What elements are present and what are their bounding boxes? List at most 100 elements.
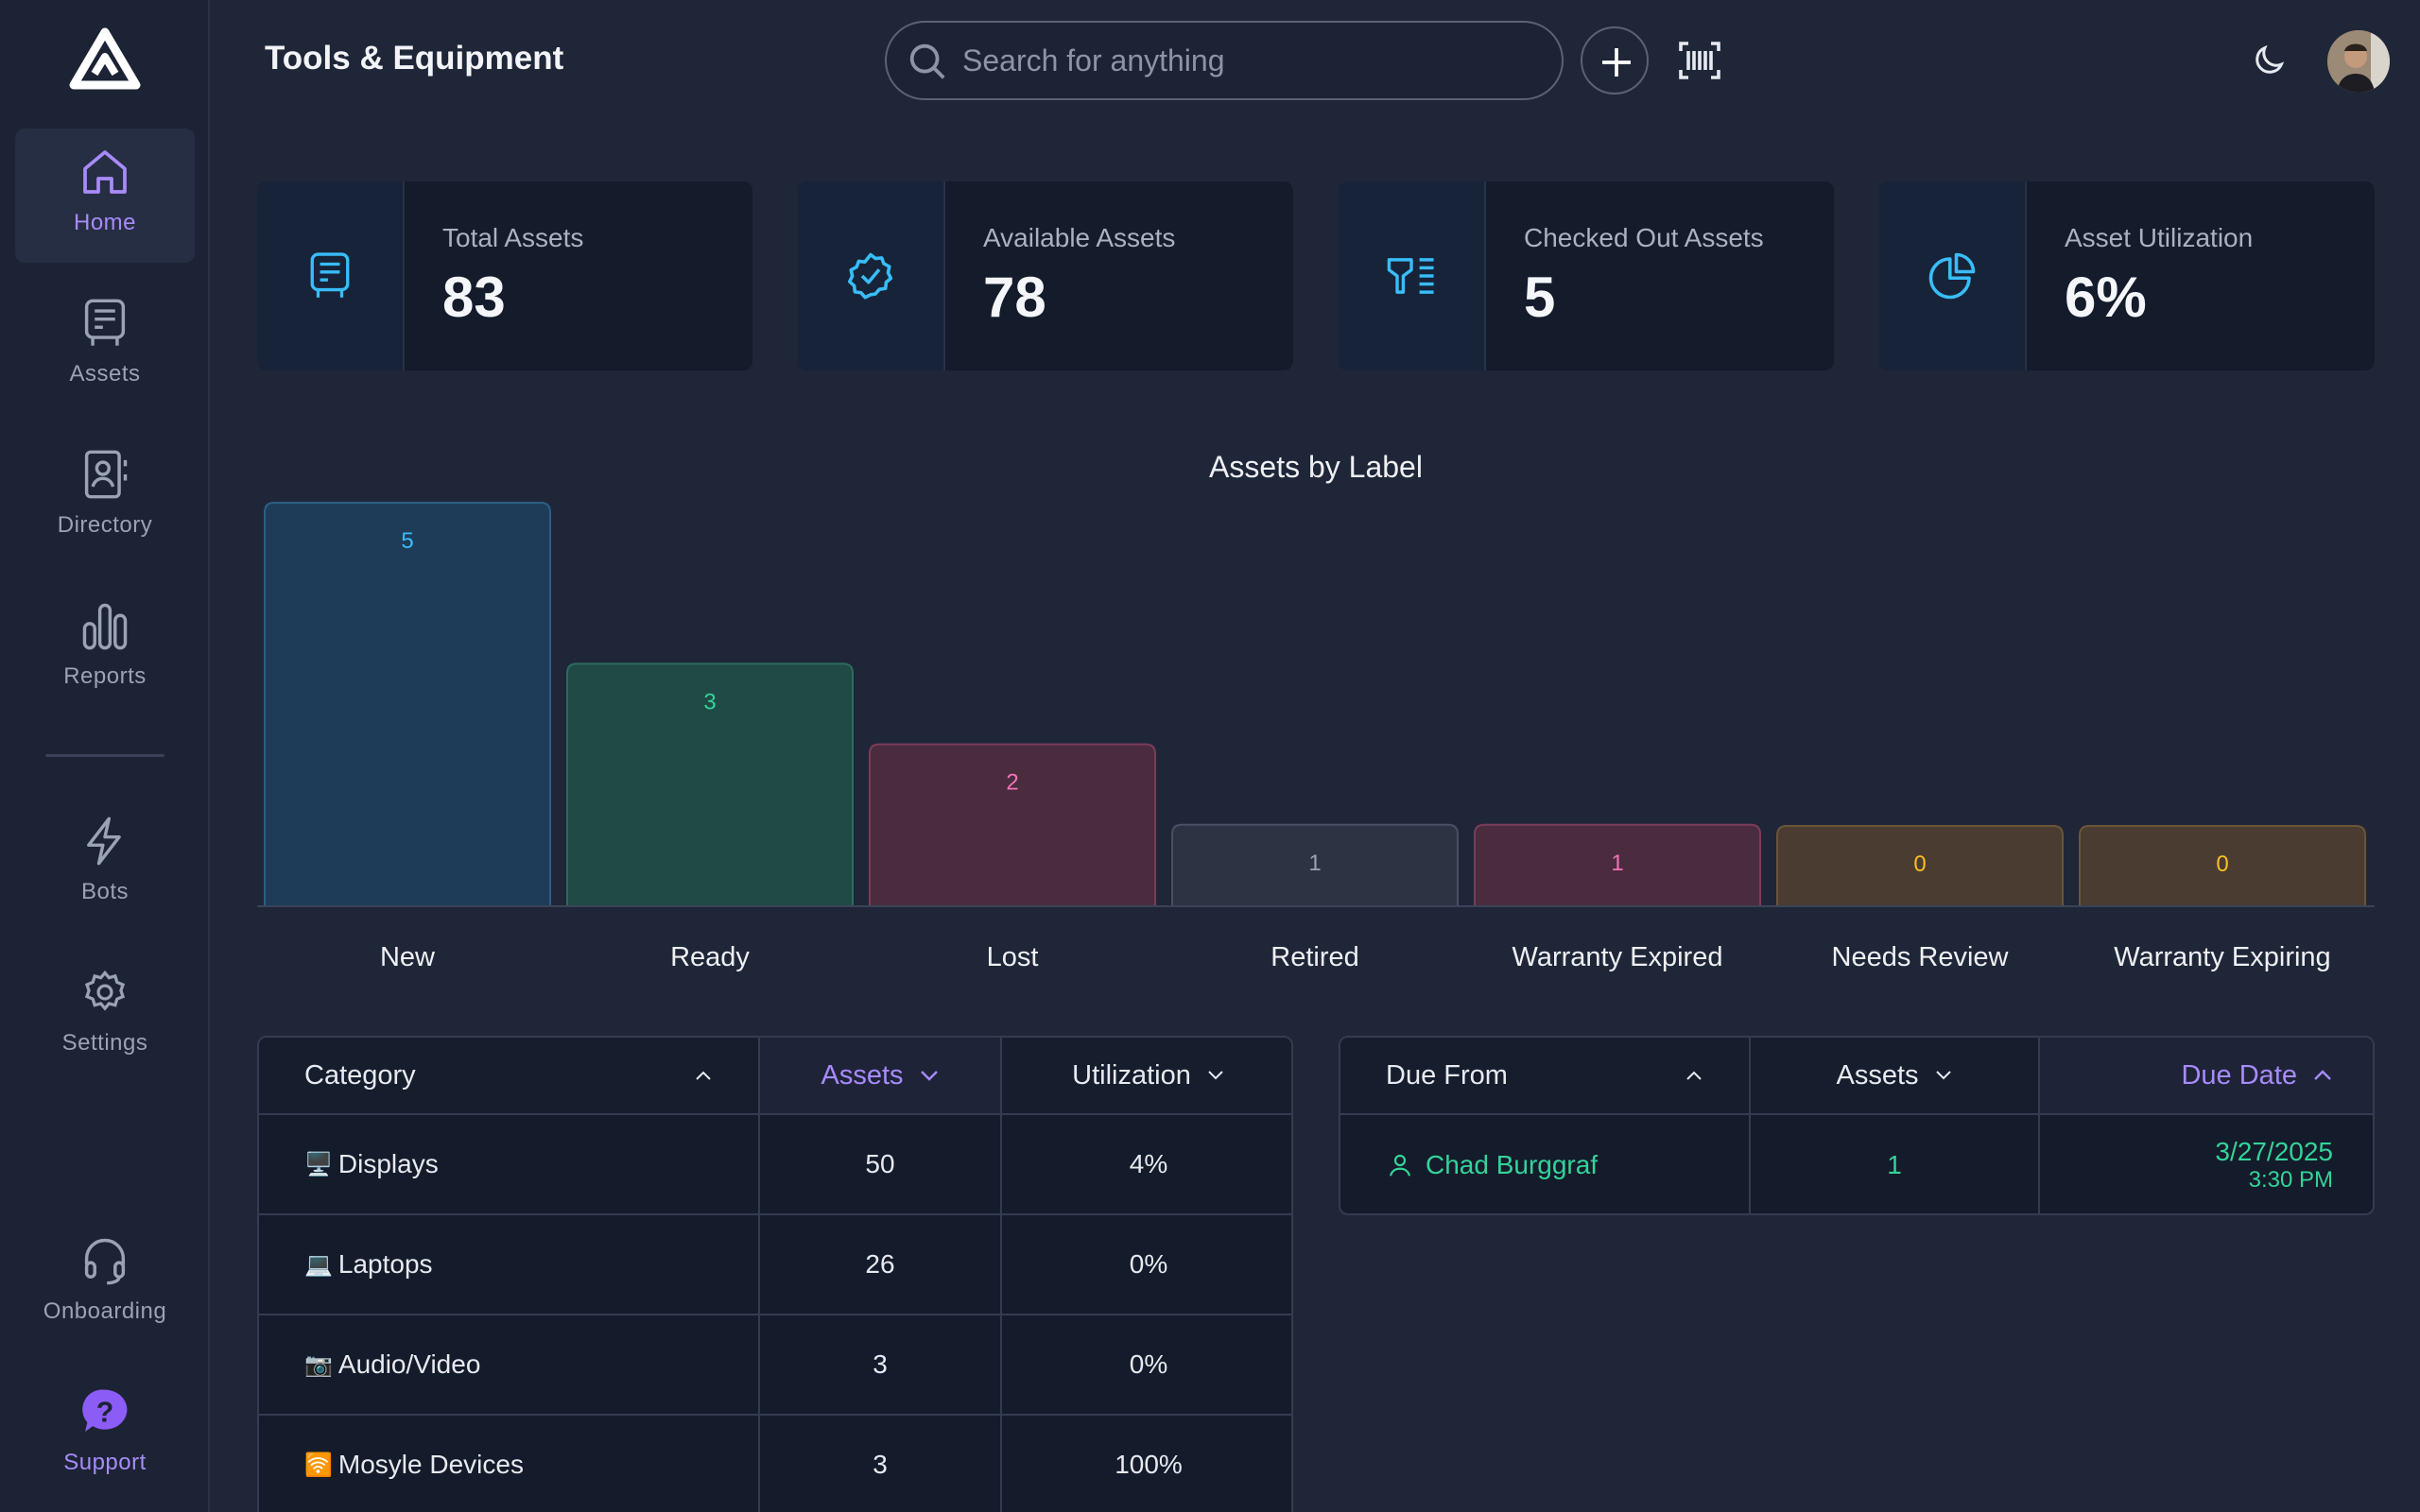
stat-card-asset-utilization[interactable]: Asset Utilization 6%	[1879, 181, 2375, 370]
sidebar-divider	[45, 754, 164, 757]
stat-value: 5	[1524, 266, 1556, 329]
barcode-scan-icon[interactable]	[1677, 38, 1722, 83]
assets-count: 50	[760, 1115, 1002, 1213]
table-header-row: Due From Assets Due Date	[1340, 1038, 2373, 1115]
reports-icon	[82, 603, 128, 650]
add-button[interactable]	[1581, 26, 1649, 94]
chart-category-label: Retired	[1270, 942, 1359, 972]
due-table: Due From Assets Due Date Chad Burggraf 1…	[1339, 1036, 2375, 1215]
sidebar-item-settings[interactable]: Settings	[15, 949, 195, 1083]
bolt-icon	[87, 816, 121, 866]
table-row[interactable]: Chad Burggraf 1 3/27/2025 3:30 PM	[1340, 1115, 2373, 1213]
sidebar-item-label: Directory	[57, 512, 153, 538]
table-row[interactable]: 🛜 Mosyle Devices 3 100%	[259, 1416, 1291, 1512]
directory-icon	[84, 450, 128, 499]
stat-card-checked-out-assets[interactable]: Checked Out Assets 5	[1339, 181, 1834, 370]
sidebar-item-reports[interactable]: Reports	[15, 582, 195, 716]
chevron-up-icon	[696, 1071, 711, 1080]
column-header-category[interactable]: Category	[259, 1038, 760, 1113]
due-from-cell[interactable]: Chad Burggraf	[1340, 1115, 1751, 1213]
column-header-due-from[interactable]: Due From	[1340, 1038, 1751, 1113]
app-logo-icon[interactable]	[68, 26, 142, 93]
column-header-label: Due From	[1386, 1059, 1508, 1091]
column-header-label: Due Date	[2181, 1059, 2297, 1091]
sidebar-item-label: Reports	[63, 663, 147, 689]
category-table: Category Assets Utilization 🖥️ Displays 5…	[257, 1036, 1293, 1512]
column-header-utilization[interactable]: Utilization	[1002, 1038, 1291, 1113]
utilization-value: 4%	[1129, 1149, 1168, 1178]
column-header-label: Utilization	[1072, 1059, 1191, 1091]
column-header-label: Assets	[1836, 1059, 1919, 1091]
utilization-value: 0%	[1129, 1249, 1168, 1279]
chart-category-label: Ready	[670, 942, 750, 972]
chart-bar[interactable]	[566, 662, 854, 905]
column-header-label: Assets	[821, 1059, 904, 1091]
question-icon: ?	[82, 1389, 128, 1432]
gear-icon	[84, 970, 126, 1011]
column-header-due-date[interactable]: Due Date	[2040, 1038, 2373, 1113]
sidebar-item-home[interactable]: Home	[15, 129, 195, 263]
sidebar-item-label: Onboarding	[43, 1298, 167, 1324]
column-header-assets[interactable]: Assets	[1751, 1038, 2040, 1113]
stat-card-total-assets[interactable]: Total Assets 83	[257, 181, 752, 370]
chart-bar[interactable]	[1776, 825, 2064, 905]
sidebar-item-directory[interactable]: Directory	[15, 431, 195, 565]
sidebar-item-onboarding[interactable]: Onboarding	[15, 1217, 195, 1351]
stat-icon-container	[1339, 181, 1486, 370]
chart-category-label: Warranty Expiring	[2114, 942, 2330, 972]
avatar[interactable]	[2327, 30, 2390, 93]
chart-category-label: New	[380, 942, 436, 972]
chart-category-label: Warranty Expired	[1512, 942, 1723, 972]
due-time: 3:30 PM	[2248, 1167, 2333, 1194]
assets-count: 1	[1751, 1115, 2040, 1213]
table-row[interactable]: 📷 Audio/Video 3 0%	[259, 1315, 1291, 1416]
laptop-icon: 💻	[304, 1251, 333, 1278]
stat-label: Asset Utilization	[2065, 223, 2254, 252]
assets-by-label-chart: 5 New 3 Ready 2 Lost 1 Retired 1 Warranty Expired…	[257, 502, 2375, 972]
due-date: 3/27/2025	[2215, 1136, 2333, 1166]
sidebar-item-bots[interactable]: Bots	[15, 798, 195, 932]
asset-box-icon	[310, 252, 350, 298]
headset-icon	[84, 1238, 126, 1285]
table-row[interactable]: 💻 Laptops 26 0%	[259, 1215, 1291, 1315]
user-photo-icon	[2327, 30, 2390, 93]
utilization-value: 100%	[1115, 1450, 1183, 1479]
sidebar-item-label: Support	[63, 1450, 147, 1475]
chart-bar[interactable]	[1474, 823, 1761, 905]
chart-title: Assets by Label	[1209, 450, 1423, 484]
due-date-cell: 3/27/2025 3:30 PM	[2040, 1115, 2373, 1213]
chevron-down-icon	[920, 1071, 938, 1081]
page-title: Tools & Equipment	[265, 40, 564, 77]
category-cell: 📷 Audio/Video	[259, 1315, 760, 1414]
table-header-row: Category Assets Utilization	[259, 1038, 1291, 1115]
chart-data-label: 1	[1308, 850, 1321, 876]
chart-bar[interactable]	[2079, 825, 2366, 905]
plus-icon	[1602, 48, 1631, 77]
assets-count: 3	[760, 1315, 1002, 1414]
table-row[interactable]: 🖥️ Displays 50 4%	[259, 1115, 1291, 1215]
search-input[interactable]	[962, 36, 1539, 85]
category-name: Laptops	[337, 1249, 433, 1279]
chart-data-label: 2	[1006, 770, 1018, 796]
chart-bar[interactable]	[264, 502, 551, 905]
sidebar-item-label: Home	[73, 210, 137, 235]
column-header-assets[interactable]: Assets	[760, 1038, 1002, 1113]
sidebar-item-label: Settings	[61, 1030, 148, 1056]
stat-icon-container	[1879, 181, 2027, 370]
search-bar[interactable]	[885, 21, 1564, 100]
stat-card-available-assets[interactable]: Available Assets 78	[798, 181, 1293, 370]
sidebar-item-support[interactable]: ? Support	[15, 1368, 195, 1503]
chart-bar[interactable]	[1171, 823, 1459, 905]
sidebar: Home Assets Directory Reports Bots Setti…	[0, 0, 210, 1512]
sidebar-item-assets[interactable]: Assets	[15, 280, 195, 414]
camera-icon: 📷	[304, 1351, 333, 1378]
home-icon	[83, 150, 127, 194]
chart-data-label: 1	[1611, 850, 1623, 876]
chart-data-label: 3	[703, 689, 716, 714]
stat-icon-container	[257, 181, 405, 370]
user-name-link[interactable]: Chad Burggraf	[1426, 1150, 1599, 1179]
dark-mode-toggle-icon[interactable]	[2250, 42, 2288, 79]
chart-bar[interactable]	[869, 743, 1156, 905]
pie-icon	[1928, 252, 1976, 300]
chevron-up-icon	[1686, 1071, 1702, 1080]
